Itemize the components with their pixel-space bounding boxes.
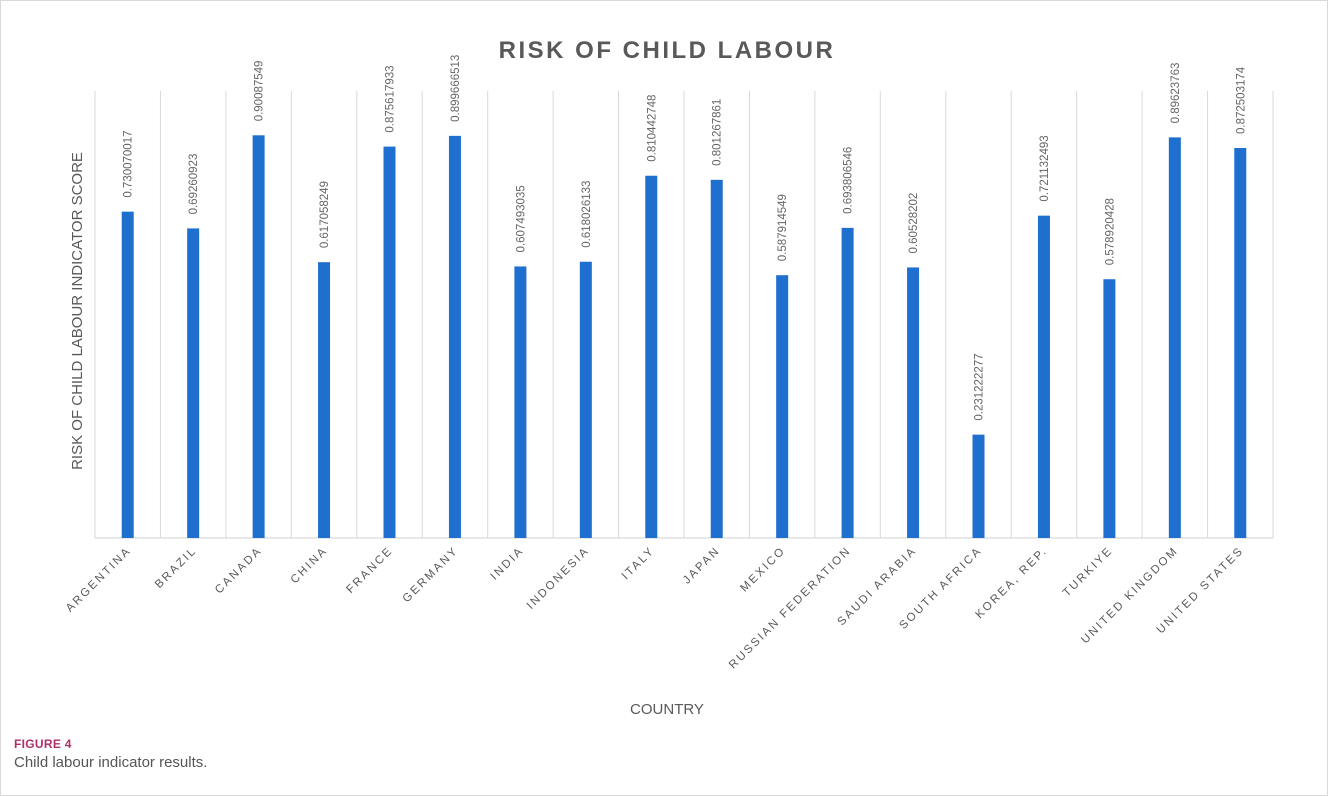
x-tick-label: ITALY xyxy=(620,545,658,583)
data-label: 0.69260923 xyxy=(188,154,200,215)
bar xyxy=(1037,215,1050,538)
bar xyxy=(187,228,200,538)
data-label: 0.618026133 xyxy=(581,181,593,248)
data-label: 0.693806546 xyxy=(843,147,855,214)
data-label: 0.875617933 xyxy=(385,65,397,132)
x-tick-label: CANADA xyxy=(213,545,265,597)
x-tick-label: MEXICO xyxy=(738,545,788,595)
bar xyxy=(514,266,527,538)
bar xyxy=(1168,137,1181,538)
bar xyxy=(1234,147,1247,538)
data-label: 0.607493035 xyxy=(515,185,527,252)
bar xyxy=(645,175,658,538)
chart-svg: RISK OF CHILD LABOUR RISK OF CHILD LABOU… xyxy=(64,37,1274,718)
x-tick-label: FRANCE xyxy=(344,545,395,596)
bar xyxy=(776,275,789,538)
bar xyxy=(318,262,331,538)
figure-label: FIGURE 4 xyxy=(14,737,72,751)
x-tick-label: INDONESIA xyxy=(525,545,592,612)
data-label: 0.578920428 xyxy=(1104,198,1116,265)
data-label: 0.89623763 xyxy=(1170,63,1182,124)
bar xyxy=(383,146,396,538)
data-label: 0.231222277 xyxy=(974,353,986,420)
data-label: 0.730070017 xyxy=(123,131,135,198)
x-tick-label: CHINA xyxy=(289,545,331,587)
x-tick-label: RUSSIAN FEDERATION xyxy=(727,545,854,672)
x-tick-label: BRAZIL xyxy=(153,545,199,591)
bar xyxy=(972,434,985,538)
bar xyxy=(710,179,723,539)
x-tick-label: JAPAN xyxy=(681,545,723,587)
x-tick-label: INDIA xyxy=(489,545,527,583)
bar xyxy=(1103,279,1116,538)
bar xyxy=(448,135,461,539)
plot-area: 0.730070017 ARGENTINA 0.69260923 BRAZIL 0.90… xyxy=(64,55,1274,672)
data-label: 0.721132493 xyxy=(1039,135,1051,201)
data-label: 0.810442748 xyxy=(646,95,658,162)
bar xyxy=(252,135,265,538)
figure-caption-text: Child labour indicator results. xyxy=(14,754,208,771)
data-label: 0.617058249 xyxy=(319,181,331,248)
bar xyxy=(907,267,920,538)
data-label: 0.90087549 xyxy=(254,61,266,122)
x-tick-label: ARGENTINA xyxy=(64,545,134,615)
x-tick-label: GERMANY xyxy=(401,545,461,605)
data-label: 0.587914549 xyxy=(777,194,789,261)
bar xyxy=(579,261,592,538)
chart-title: RISK OF CHILD LABOUR xyxy=(499,37,836,64)
bar xyxy=(121,211,134,539)
y-axis-title: RISK OF CHILD LABOUR INDICATOR SCORE xyxy=(69,152,86,470)
data-label: 0.801267861 xyxy=(712,99,724,166)
x-tick-label: TURKIYE xyxy=(1061,545,1116,600)
figure-caption: FIGURE 4 Child labour indicator results. xyxy=(14,737,207,771)
bar xyxy=(841,227,854,538)
data-label: 0.872503174 xyxy=(1235,66,1247,134)
x-tick-label: KOREA, REP. xyxy=(974,545,1051,622)
x-axis-title: COUNTRY xyxy=(630,701,704,718)
data-label: 0.899666513 xyxy=(450,55,462,122)
data-label: 0.60528202 xyxy=(908,193,920,254)
